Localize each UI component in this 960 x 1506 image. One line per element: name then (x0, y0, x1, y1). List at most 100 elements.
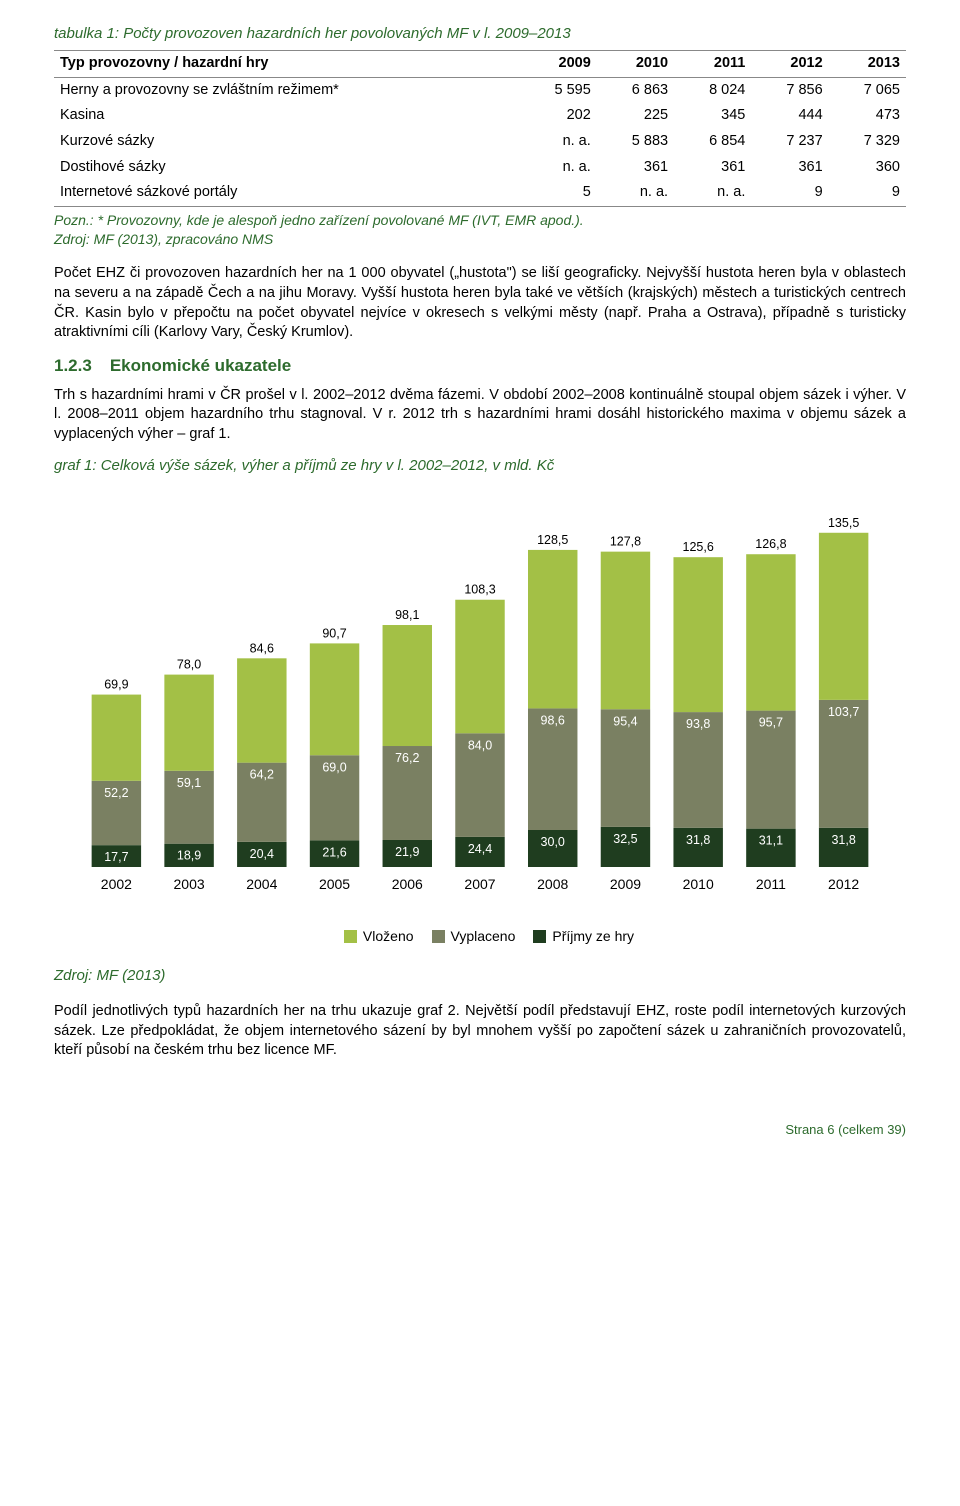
paragraph-1: Počet EHZ či provozoven hazardních her n… (54, 264, 906, 342)
data-table: Typ provozovny / hazardní hry20092010201… (54, 50, 906, 206)
table-cell: 7 856 (751, 77, 828, 103)
svg-text:2005: 2005 (319, 876, 350, 892)
note-line-1: Pozn.: * Provozovny, kde je alespoň jedn… (54, 212, 584, 228)
table-row: Kurzové sázkyn. a.5 8836 8547 2377 329 (54, 129, 906, 155)
legend-swatch (432, 930, 445, 943)
svg-text:78,0: 78,0 (177, 657, 201, 671)
svg-text:31,1: 31,1 (759, 833, 783, 847)
page-footer: Strana 6 (celkem 39) (54, 1121, 906, 1139)
svg-text:125,6: 125,6 (683, 540, 714, 554)
table-cell: Kurzové sázky (54, 129, 519, 155)
table-note: Pozn.: * Provozovny, kde je alespoň jedn… (54, 211, 906, 249)
svg-text:98,6: 98,6 (541, 713, 565, 727)
legend-label: Vloženo (363, 928, 414, 944)
table-cell: n. a. (674, 180, 751, 206)
table-cell: 9 (751, 180, 828, 206)
table-row: Internetové sázkové portály5n. a.n. a.99 (54, 180, 906, 206)
svg-text:30,0: 30,0 (541, 835, 565, 849)
figure-source: Zdroj: MF (2013) (54, 966, 906, 986)
table-cell: 5 (519, 180, 596, 206)
chart-legend: Vloženo Vyplaceno Příjmy ze hry (54, 927, 906, 946)
table-header-cell: 2010 (597, 51, 674, 78)
svg-text:59,1: 59,1 (177, 775, 201, 789)
table-cell: n. a. (519, 155, 596, 181)
table-cell: 7 237 (751, 129, 828, 155)
table-row: Herny a provozovny se zvláštním režimem*… (54, 77, 906, 103)
table-cell: 7 329 (829, 129, 906, 155)
table-cell: 6 854 (674, 129, 751, 155)
svg-text:103,7: 103,7 (828, 704, 859, 718)
svg-text:2004: 2004 (246, 876, 277, 892)
svg-text:2002: 2002 (101, 876, 132, 892)
table-cell: 8 024 (674, 77, 751, 103)
table-cell: n. a. (519, 129, 596, 155)
svg-text:95,7: 95,7 (759, 715, 783, 729)
svg-text:17,7: 17,7 (104, 850, 128, 864)
svg-text:127,8: 127,8 (610, 534, 641, 548)
svg-text:31,8: 31,8 (686, 832, 710, 846)
svg-text:52,2: 52,2 (104, 785, 128, 799)
svg-text:21,9: 21,9 (395, 845, 419, 859)
svg-text:126,8: 126,8 (755, 537, 786, 551)
table-cell: 360 (829, 155, 906, 181)
svg-text:21,6: 21,6 (322, 845, 346, 859)
table-cell: Kasina (54, 103, 519, 129)
table-cell: 361 (597, 155, 674, 181)
legend-swatch (344, 930, 357, 943)
svg-text:69,9: 69,9 (104, 677, 128, 691)
svg-text:2008: 2008 (537, 876, 568, 892)
svg-text:93,8: 93,8 (686, 717, 710, 731)
svg-text:2010: 2010 (683, 876, 714, 892)
table-cell: 345 (674, 103, 751, 129)
svg-text:24,4: 24,4 (468, 841, 492, 855)
svg-text:2006: 2006 (392, 876, 423, 892)
table-cell: Internetové sázkové portály (54, 180, 519, 206)
svg-text:95,4: 95,4 (613, 714, 637, 728)
svg-text:84,6: 84,6 (250, 641, 274, 655)
table-cell: Herny a provozovny se zvláštním režimem* (54, 77, 519, 103)
paragraph-2: Trh s hazardními hrami v ČR prošel v l. … (54, 386, 906, 445)
table-header-cell: 2009 (519, 51, 596, 78)
table-cell: 9 (829, 180, 906, 206)
table-cell: 5 883 (597, 129, 674, 155)
svg-text:90,7: 90,7 (322, 626, 346, 640)
table-row: Kasina202225345444473 (54, 103, 906, 129)
table-cell: 225 (597, 103, 674, 129)
table-caption: tabulka 1: Počty provozoven hazardních h… (54, 24, 906, 44)
svg-text:2009: 2009 (610, 876, 641, 892)
svg-text:84,0: 84,0 (468, 738, 492, 752)
svg-text:2007: 2007 (464, 876, 495, 892)
svg-text:32,5: 32,5 (613, 831, 637, 845)
svg-text:108,3: 108,3 (464, 582, 495, 596)
section-title: Ekonomické ukazatele (110, 356, 291, 375)
section-number: 1.2.3 (54, 356, 92, 375)
stacked-bar-chart: 17,752,269,9200218,959,178,0200320,464,2… (54, 487, 906, 946)
svg-text:69,0: 69,0 (322, 760, 346, 774)
table-cell: 202 (519, 103, 596, 129)
svg-text:2003: 2003 (174, 876, 205, 892)
table-header-cell: 2012 (751, 51, 828, 78)
table-header-cell: Typ provozovny / hazardní hry (54, 51, 519, 78)
table-cell: 6 863 (597, 77, 674, 103)
note-line-2: Zdroj: MF (2013), zpracováno NMS (54, 231, 273, 247)
table-row: Dostihové sázkyn. a.361361361360 (54, 155, 906, 181)
svg-text:64,2: 64,2 (250, 767, 274, 781)
svg-text:128,5: 128,5 (537, 532, 568, 546)
legend-swatch (533, 930, 546, 943)
table-cell: 444 (751, 103, 828, 129)
table-cell: Dostihové sázky (54, 155, 519, 181)
svg-text:98,1: 98,1 (395, 608, 419, 622)
table-cell: 7 065 (829, 77, 906, 103)
svg-text:2011: 2011 (756, 876, 786, 892)
legend-label: Vyplaceno (451, 928, 516, 944)
table-header-cell: 2011 (674, 51, 751, 78)
section-heading: 1.2.3 Ekonomické ukazatele (54, 355, 906, 378)
svg-text:31,8: 31,8 (831, 832, 855, 846)
table-cell: 473 (829, 103, 906, 129)
svg-text:135,5: 135,5 (828, 515, 859, 529)
table-cell: 5 595 (519, 77, 596, 103)
paragraph-3: Podíl jednotlivých typů hazardních her n… (54, 1002, 906, 1061)
legend-label: Příjmy ze hry (552, 928, 634, 944)
svg-text:76,2: 76,2 (395, 751, 419, 765)
svg-text:2012: 2012 (828, 876, 859, 892)
